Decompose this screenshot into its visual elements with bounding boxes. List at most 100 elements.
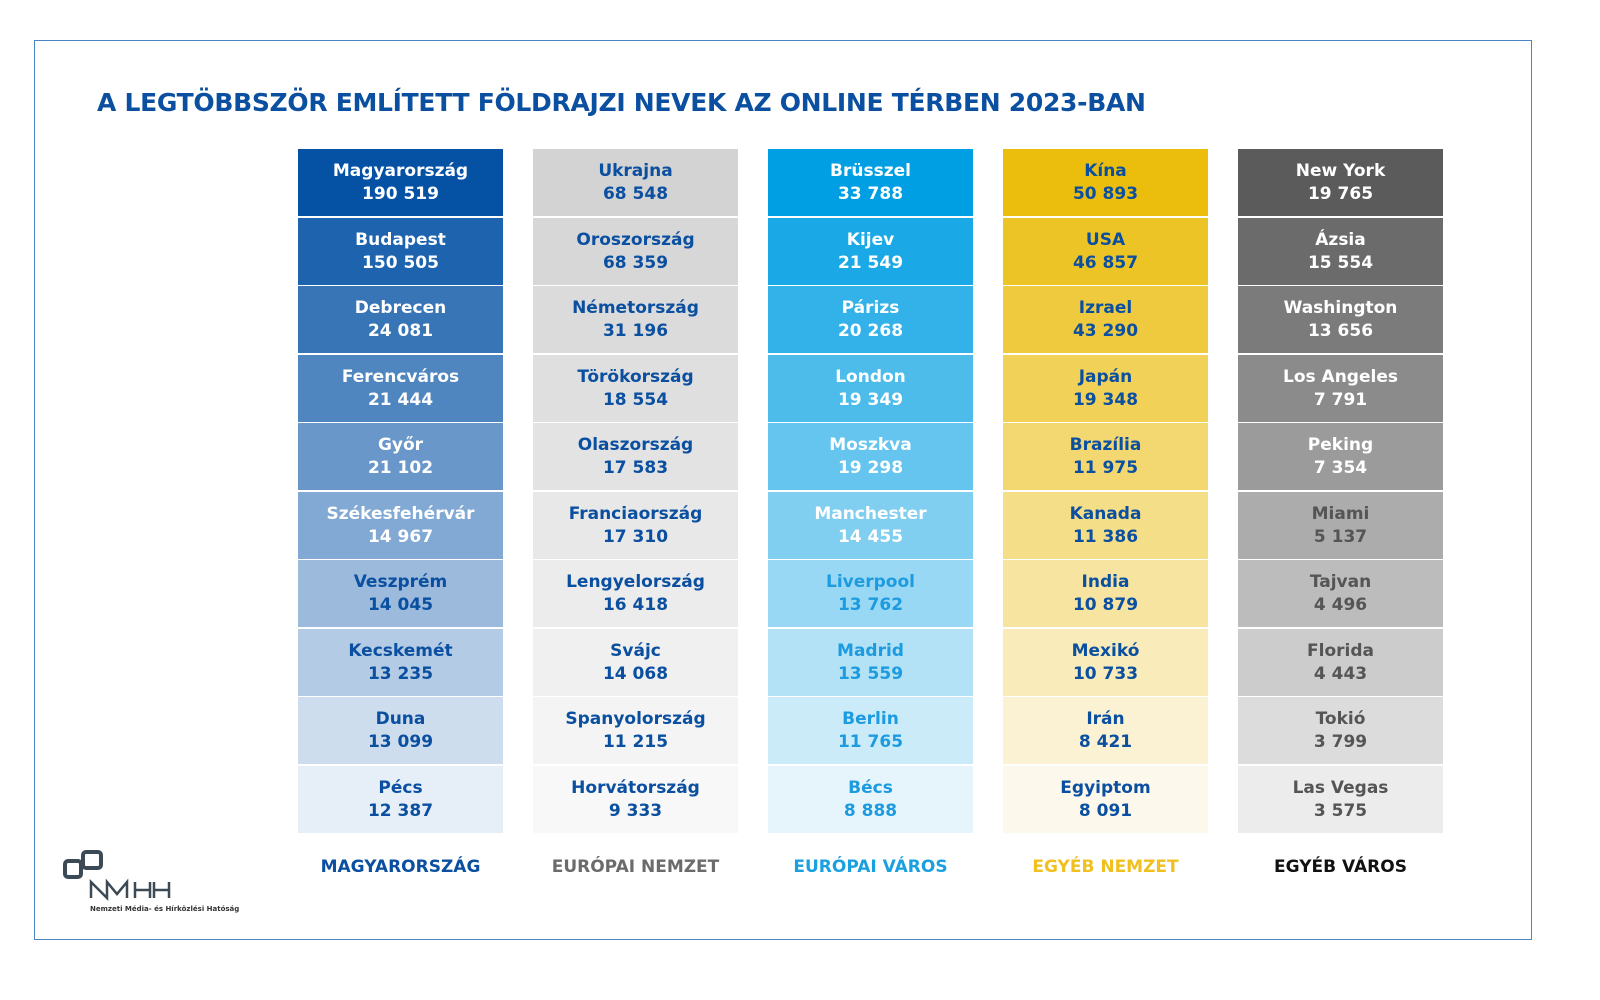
cell-name: Ázsia — [1315, 229, 1366, 250]
cell-value: 3 799 — [1313, 732, 1368, 752]
column-label: EGYÉB VÁROS — [1274, 857, 1407, 877]
cell-value: 11 386 — [1072, 526, 1139, 547]
cell-value: 46 857 — [1072, 252, 1139, 273]
cell-value: 43 290 — [1072, 321, 1139, 341]
table-cell: Brazília 11 975 — [1003, 423, 1208, 490]
cell-value: 21 444 — [367, 389, 434, 410]
table-cell: USA 46 857 — [1003, 217, 1208, 285]
cell-value: 4 496 — [1313, 595, 1368, 615]
cell-value: 13 235 — [367, 663, 434, 684]
cell-name: Budapest — [355, 229, 446, 250]
cell-name: Lengyelország — [566, 572, 705, 592]
cell-name: Kijev — [846, 229, 895, 250]
cell-value: 8 421 — [1078, 732, 1133, 752]
table-cell: Magyarország 190 519 — [298, 149, 503, 216]
column-1: Ukrajna 68 548 Oroszország 68 359 Németorszá… — [533, 149, 738, 834]
cell-name: Florida — [1307, 640, 1374, 661]
table-cell: Las Vegas 3 575 — [1238, 765, 1443, 833]
cell-name: Manchester — [814, 503, 927, 524]
cell-name: Győr — [377, 435, 424, 455]
cell-name: Japán — [1078, 366, 1133, 387]
table-cell: Svájc 14 068 — [533, 628, 738, 696]
cell-value: 19 765 — [1307, 184, 1374, 204]
cell-name: Olaszország — [577, 435, 694, 455]
cell-value: 12 387 — [367, 800, 434, 821]
table-cell: Ferencváros 21 444 — [298, 354, 503, 422]
cell-name: Los Angeles — [1283, 366, 1398, 387]
cell-value: 11 765 — [837, 732, 904, 752]
cell-name: Ukrajna — [598, 161, 673, 181]
cell-name: India — [1081, 572, 1130, 592]
cell-name: Törökország — [577, 366, 694, 387]
cell-name: Berlin — [842, 709, 899, 729]
table-cell: Pécs 12 387 — [298, 765, 503, 833]
table-cell: Egyiptom 8 091 — [1003, 765, 1208, 833]
table-cell: Manchester 14 455 — [768, 491, 973, 559]
table-cell: Washington 13 656 — [1238, 286, 1443, 353]
cell-value: 33 788 — [837, 184, 904, 204]
table-cell: Székesfehérvár 14 967 — [298, 491, 503, 559]
table-cell: Ázsia 15 554 — [1238, 217, 1443, 285]
table-cell: Peking 7 354 — [1238, 423, 1443, 490]
table-cell: Olaszország 17 583 — [533, 423, 738, 490]
logo-name: Nemzeti Média- és Hírközlési Hatóság — [90, 905, 240, 913]
cell-name: Egyiptom — [1060, 777, 1151, 798]
table-cell: Izrael 43 290 — [1003, 286, 1208, 353]
cell-value: 15 554 — [1307, 252, 1374, 273]
cell-value: 5 137 — [1313, 526, 1368, 547]
cell-name: Brazília — [1069, 435, 1142, 455]
cell-value: 14 967 — [367, 526, 434, 547]
cell-value: 8 091 — [1078, 800, 1133, 821]
cell-value: 11 215 — [602, 732, 669, 752]
cell-value: 11 975 — [1072, 458, 1139, 478]
column-3: Kína 50 893 USA 46 857 Izrael 43 290 Japán 19 3… — [1003, 149, 1208, 834]
column-label: EURÓPAI VÁROS — [793, 857, 948, 877]
cell-name: Izrael — [1078, 298, 1133, 318]
table-cell: Liverpool 13 762 — [768, 560, 973, 627]
cell-value: 10 879 — [1072, 595, 1139, 615]
cell-value: 13 099 — [367, 732, 434, 752]
cell-value: 20 268 — [837, 321, 904, 341]
page-title: A LEGTÖBBSZÖR EMLÍTETT FÖLDRAJZI NEVEK A… — [97, 88, 1146, 117]
cell-name: Peking — [1307, 435, 1374, 455]
table-cell: New York 19 765 — [1238, 149, 1443, 216]
cell-name: New York — [1295, 161, 1386, 181]
table-cell: Kanada 11 386 — [1003, 491, 1208, 559]
cell-name: Pécs — [378, 777, 423, 798]
cell-value: 50 893 — [1072, 184, 1139, 204]
cell-value: 31 196 — [602, 321, 669, 341]
table-cell: Los Angeles 7 791 — [1238, 354, 1443, 422]
cell-name: Oroszország — [576, 229, 695, 250]
cell-value: 19 349 — [837, 389, 904, 410]
cell-name: Tokió — [1315, 709, 1366, 729]
cell-name: Németország — [572, 298, 699, 318]
table-cell: Kecskemét 13 235 — [298, 628, 503, 696]
cell-name: USA — [1085, 229, 1126, 250]
table-cell: Spanyolország 11 215 — [533, 697, 738, 764]
cell-name: Párizs — [841, 298, 900, 318]
cell-name: Miami — [1311, 503, 1370, 524]
cell-value: 8 888 — [843, 800, 898, 821]
table-cell: Duna 13 099 — [298, 697, 503, 764]
column-label: MAGYARORSZÁG — [320, 857, 481, 877]
table-cell: Miami 5 137 — [1238, 491, 1443, 559]
cell-value: 19 348 — [1072, 389, 1139, 410]
cell-value: 3 575 — [1313, 800, 1368, 821]
table-cell: Németország 31 196 — [533, 286, 738, 353]
cell-name: Moszkva — [829, 435, 912, 455]
table-cell: Bécs 8 888 — [768, 765, 973, 833]
cell-value: 190 519 — [362, 184, 439, 204]
column-label: EGYÉB NEMZET — [1032, 857, 1179, 877]
cell-value: 21 549 — [837, 252, 904, 273]
cell-value: 14 455 — [837, 526, 904, 547]
cell-name: Liverpool — [825, 572, 915, 592]
nmhh-logo-icon — [63, 850, 171, 902]
cell-value: 7 791 — [1313, 389, 1368, 410]
cell-value: 18 554 — [602, 389, 669, 410]
cell-value: 68 548 — [602, 184, 669, 204]
cell-value: 19 298 — [837, 458, 904, 478]
cell-value: 13 559 — [837, 663, 904, 684]
table-cell: Törökország 18 554 — [533, 354, 738, 422]
cell-value: 21 102 — [367, 458, 434, 478]
table-cell: Lengyelország 16 418 — [533, 560, 738, 627]
